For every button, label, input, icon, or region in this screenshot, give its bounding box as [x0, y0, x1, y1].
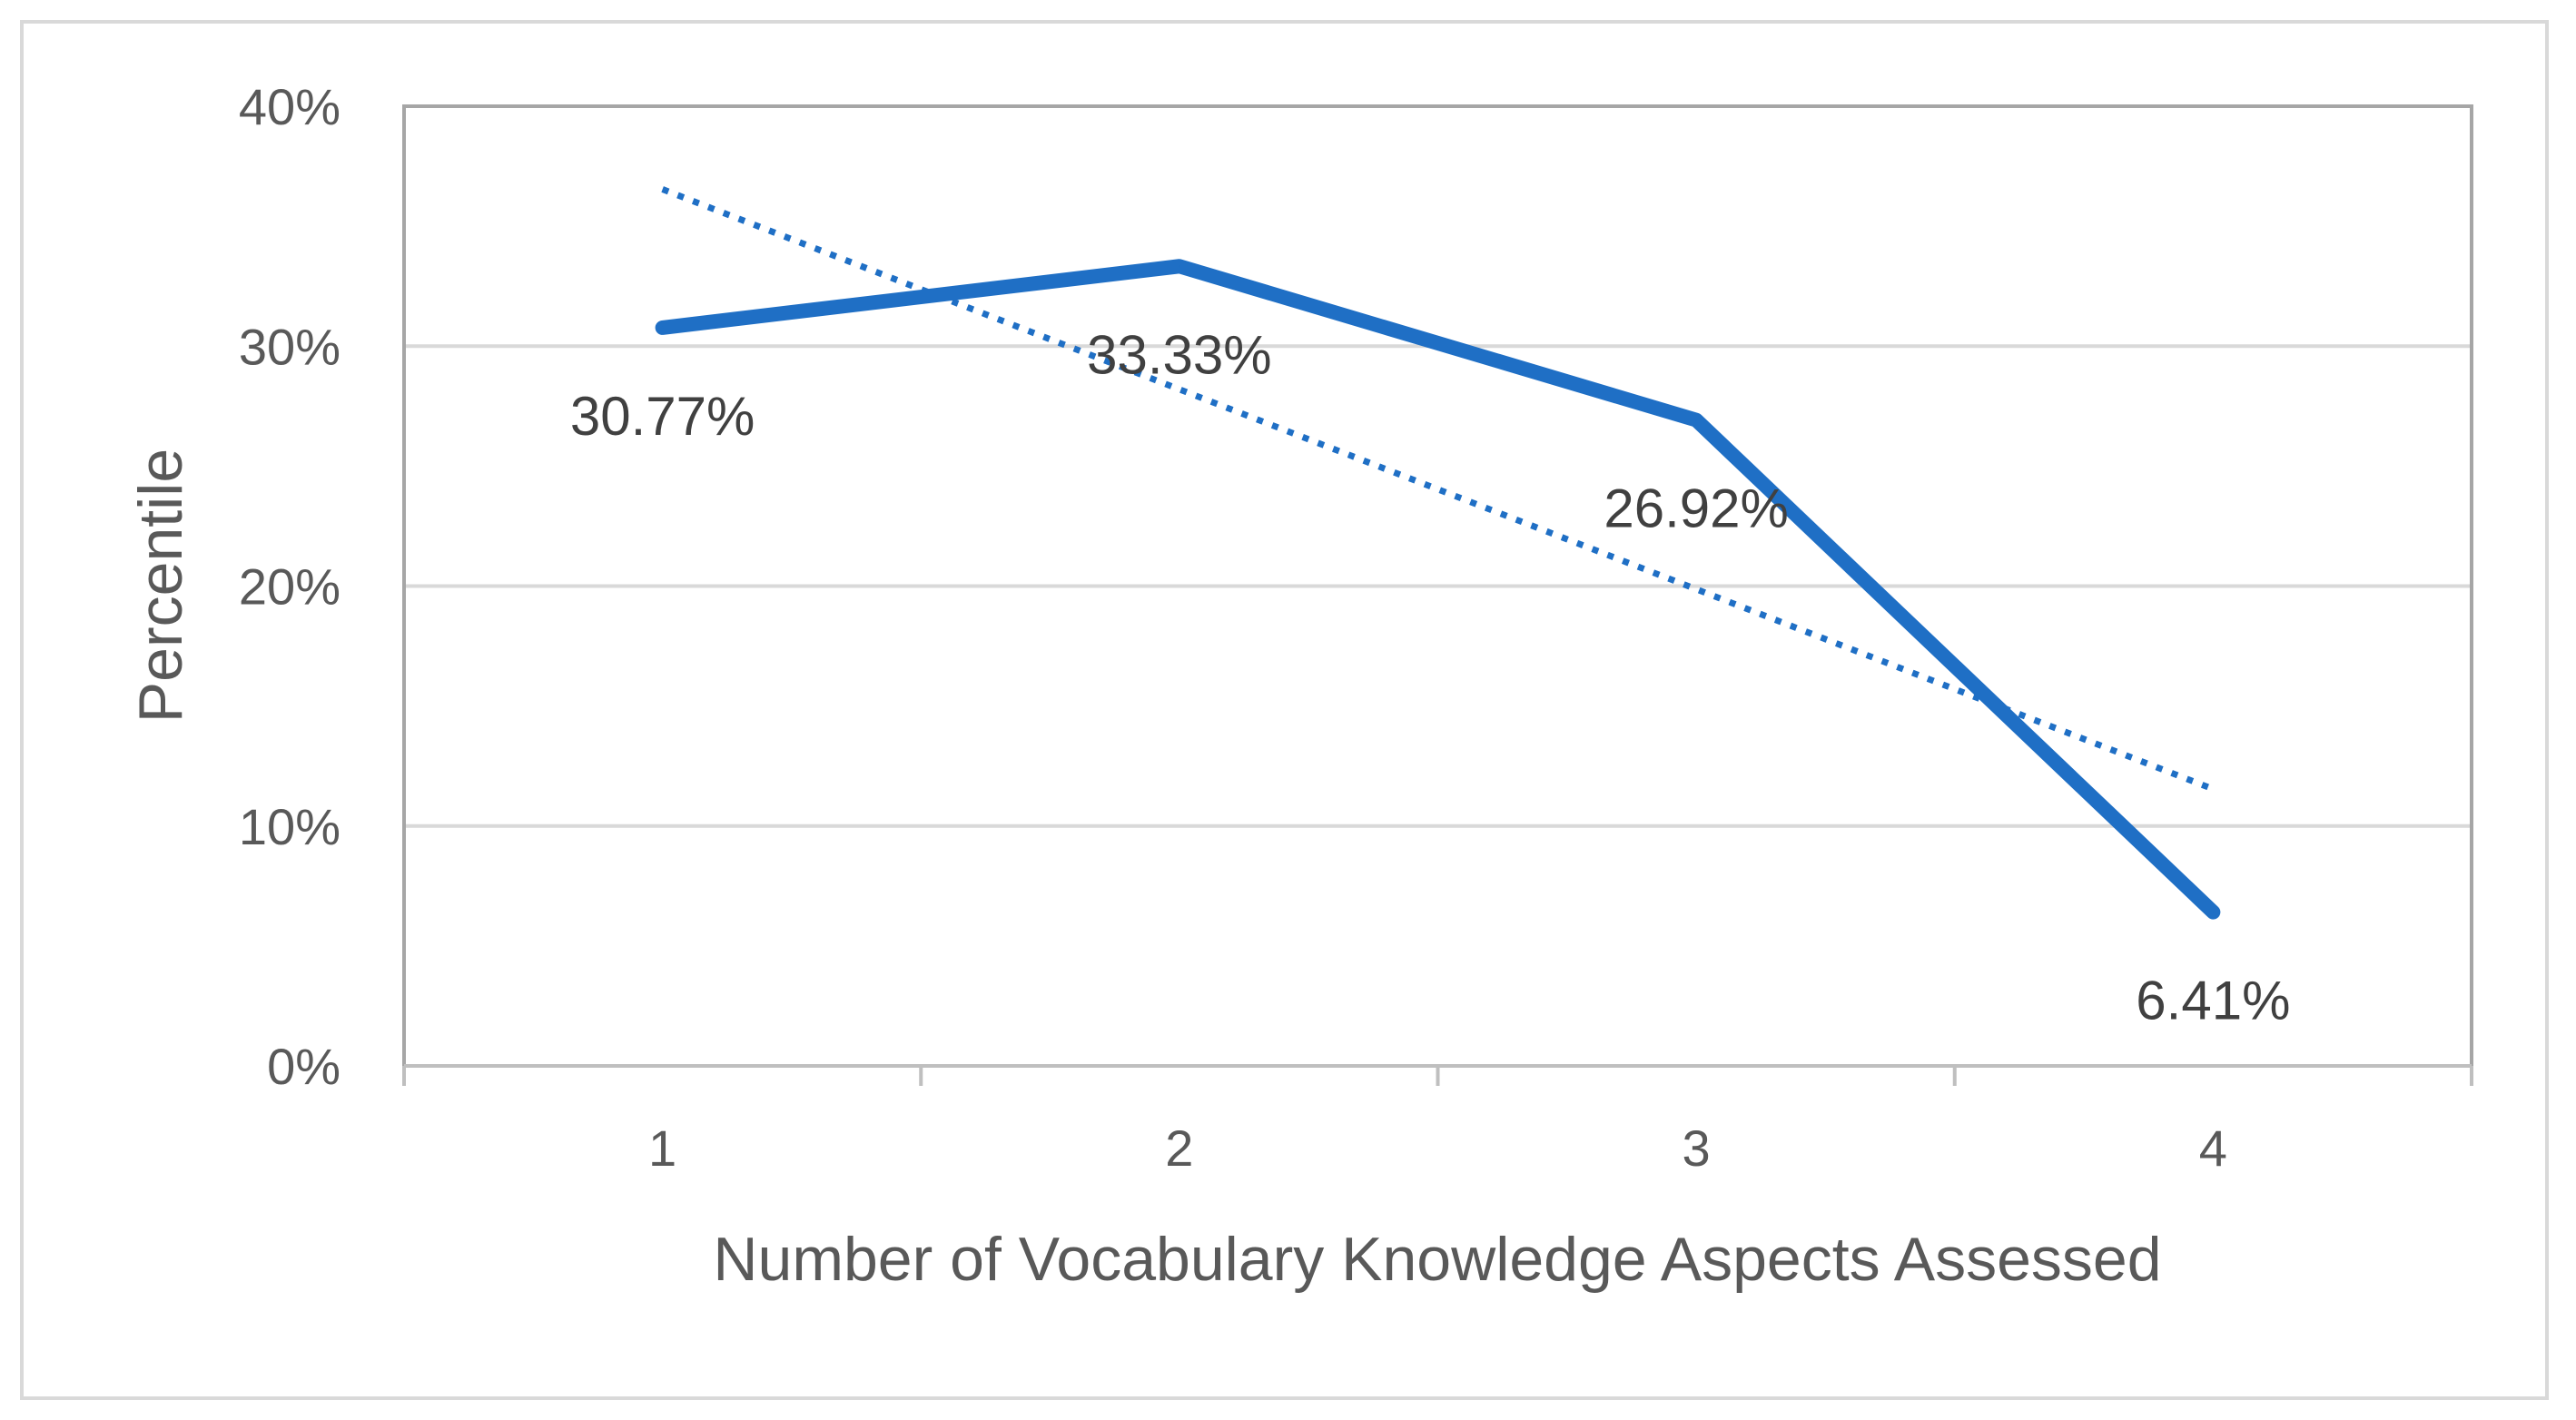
series-line-0 — [655, 259, 2221, 920]
data-point-0 — [661, 326, 664, 329]
data-label-1: 33.33% — [1087, 324, 1272, 385]
data-point-1 — [1178, 265, 1180, 268]
data-labels: 30.77% 33.33% 26.92% 6.41% — [570, 324, 2291, 1030]
x-tick-label-1: 2 — [1165, 1119, 1193, 1177]
y-tick-label-2: 20% — [239, 558, 341, 616]
data-label-3: 6.41% — [2136, 971, 2290, 1031]
y-axis-title: Percentile — [126, 449, 195, 723]
y-tick-label-3: 30% — [239, 318, 341, 375]
y-axis-tick-labels: 0% 10% 20% 30% 40% — [239, 78, 341, 1095]
data-label-0: 30.77% — [570, 386, 755, 447]
x-axis-title: Number of Vocabulary Knowledge Aspects A… — [713, 1225, 2161, 1294]
y-tick-label-0: 0% — [267, 1038, 341, 1095]
x-axis — [402, 1064, 2473, 1086]
series-layer — [655, 259, 2221, 920]
x-axis-tick-labels: 1 2 3 4 — [648, 1119, 2227, 1177]
data-label-2: 26.92% — [1604, 478, 1789, 539]
y-tick-label-1: 10% — [239, 798, 341, 855]
x-tick-label-2: 3 — [1683, 1119, 1711, 1177]
x-tick-label-0: 1 — [648, 1119, 676, 1177]
chart-frame — [20, 20, 2549, 1400]
x-tick-label-3: 4 — [2199, 1119, 2227, 1177]
data-point-2 — [1695, 419, 1698, 421]
data-point-3 — [2212, 911, 2215, 913]
y-tick-label-4: 40% — [239, 78, 341, 135]
